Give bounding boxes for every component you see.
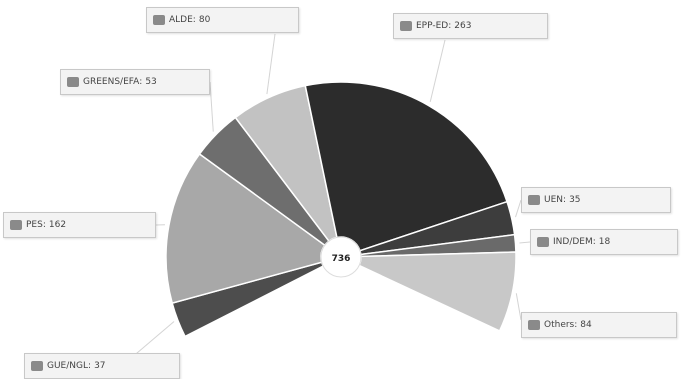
label-greens-efa[interactable]: GREENS/EFA: 53 (60, 69, 210, 95)
leader-line (430, 40, 445, 102)
slice-others[interactable] (359, 252, 516, 331)
party-logo-icon (528, 195, 540, 205)
label-pes[interactable]: PES: 162 (3, 212, 156, 238)
party-logo-icon (400, 21, 412, 31)
party-logo-icon (10, 220, 22, 230)
label-epp-ed[interactable]: EPP-ED: 263 (393, 13, 548, 39)
label-alde[interactable]: ALDE: 80 (146, 7, 299, 33)
leader-line (267, 34, 275, 94)
party-logo-icon (537, 237, 549, 247)
label-uen[interactable]: UEN: 35 (521, 187, 671, 213)
party-logo-icon (153, 15, 165, 25)
label-others[interactable]: Others: 84 (521, 312, 677, 338)
chart-slices (166, 82, 516, 336)
leader-line (210, 82, 213, 132)
party-logo-icon (31, 361, 43, 371)
party-logo-icon (528, 320, 540, 330)
label-gue-ngl[interactable]: GUE/NGL: 37 (24, 353, 180, 379)
label-ind-dem[interactable]: IND/DEM: 18 (530, 229, 678, 255)
leader-line (519, 242, 530, 243)
party-logo-icon (67, 77, 79, 87)
center-total-label: 736 (332, 254, 351, 264)
